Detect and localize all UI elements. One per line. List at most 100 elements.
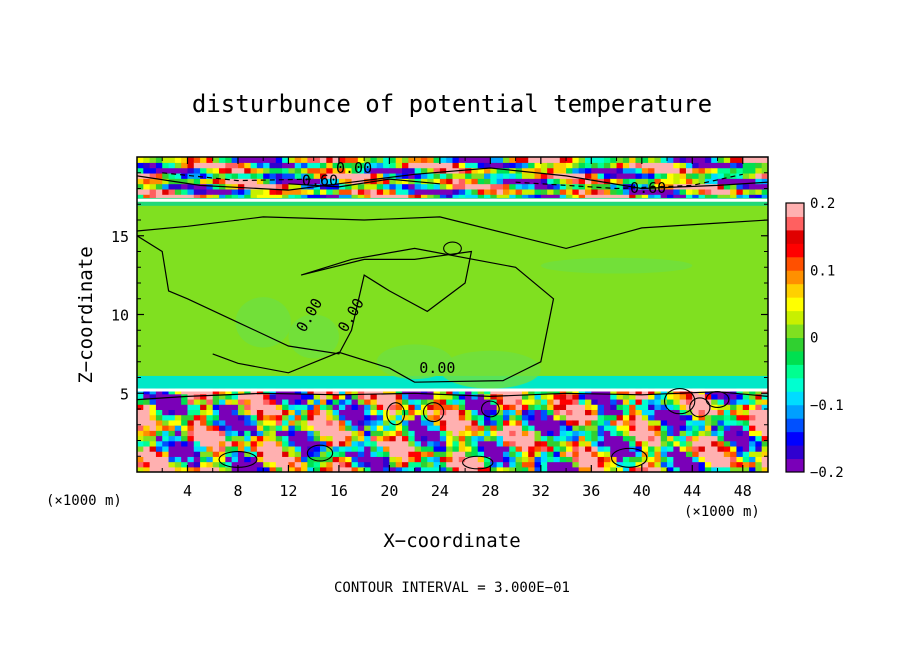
field-cell (168, 393, 176, 400)
field-cell (572, 435, 580, 442)
field-cell (237, 414, 245, 421)
field-cell (641, 425, 649, 431)
field-cell (622, 419, 630, 426)
field-cell (641, 188, 649, 195)
field-cell (294, 157, 302, 163)
field-cell (692, 178, 700, 185)
field-cell (250, 183, 258, 190)
field-cell (332, 456, 340, 463)
field-cell (477, 398, 485, 405)
field-cell (200, 188, 208, 195)
field-cell (534, 194, 542, 201)
field-cell (294, 456, 302, 463)
field-cell (193, 178, 201, 185)
field-cell (263, 188, 271, 195)
field-cell (376, 451, 384, 457)
field-cell (420, 466, 428, 472)
field-cell (496, 430, 504, 437)
field-cell (603, 178, 611, 185)
field-cell (395, 183, 403, 190)
field-cell (275, 393, 283, 400)
field-cell (692, 461, 700, 468)
field-cell (256, 430, 264, 437)
field-cell (275, 414, 283, 421)
field-cell (635, 172, 643, 179)
field-cell (250, 440, 258, 447)
field-cell (559, 456, 567, 463)
field-cell (547, 419, 555, 426)
field-cell (168, 435, 176, 442)
field-cell (225, 188, 233, 195)
field-cell (212, 194, 220, 201)
field-cell (370, 398, 378, 405)
field-cell (610, 167, 618, 174)
field-cell (155, 188, 163, 195)
field-cell (212, 461, 220, 468)
field-cell (282, 445, 290, 452)
field-cell (168, 414, 176, 421)
field-cell (616, 435, 624, 442)
field-cell (496, 162, 504, 169)
field-cell (219, 393, 226, 400)
field-cell (402, 435, 409, 442)
field-cell (685, 398, 693, 405)
field-cell (566, 162, 573, 169)
field-cell (237, 430, 245, 437)
field-cell (553, 404, 561, 410)
field-cell (635, 157, 643, 163)
field-cell (357, 172, 365, 179)
field-cell (502, 167, 510, 174)
field-cell (591, 430, 599, 437)
field-cell (698, 188, 706, 195)
field-cell (629, 461, 637, 468)
field-cell (528, 398, 536, 405)
field-cell (502, 157, 510, 163)
field-cell (439, 414, 447, 421)
field-cell (553, 440, 561, 447)
field-cell (635, 183, 643, 190)
field-cell (559, 435, 567, 442)
field-cell (168, 188, 176, 195)
field-cell (534, 157, 542, 163)
field-cell (635, 430, 643, 437)
field-cell (433, 409, 441, 416)
field-cell (137, 393, 144, 400)
field-cell (597, 456, 605, 463)
field-cell (465, 451, 473, 457)
field-cell (610, 414, 618, 421)
field-cell (610, 393, 618, 400)
field-cell (717, 172, 725, 179)
field-cell (414, 414, 422, 421)
field-cell (446, 456, 454, 463)
field-cell (616, 440, 624, 447)
field-cell (477, 456, 485, 463)
x-tick-label: 8 (233, 482, 242, 500)
field-cell (610, 430, 618, 437)
contour-loop (422, 402, 445, 423)
field-cell (282, 409, 290, 416)
field-cell (326, 419, 334, 426)
field-patch (439, 350, 541, 389)
field-cell (307, 393, 315, 400)
field-cell (572, 178, 580, 185)
field-cell (402, 188, 409, 195)
field-cell (723, 398, 731, 405)
field-cell (200, 425, 208, 431)
field-cell (755, 466, 763, 472)
field-cell (502, 162, 510, 169)
field-cell (200, 404, 208, 410)
field-cell (496, 440, 504, 447)
field-cell (749, 445, 756, 452)
field-cell (206, 162, 214, 169)
field-cell (420, 461, 428, 468)
contour-line (137, 216, 768, 250)
field-cell (301, 414, 308, 421)
field-cell (345, 409, 353, 416)
field-cell (660, 440, 668, 447)
contour-loop (610, 447, 648, 468)
field-cell (301, 451, 308, 457)
field-cell (458, 404, 466, 410)
field-cell (244, 466, 252, 472)
field-cell (446, 430, 454, 437)
field-cell (622, 398, 630, 405)
